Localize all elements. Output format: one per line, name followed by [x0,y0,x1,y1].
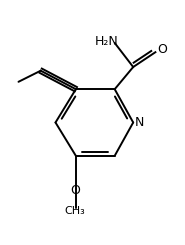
Text: N: N [135,116,144,129]
Text: O: O [157,43,167,56]
Text: H₂N: H₂N [95,35,118,48]
Text: CH₃: CH₃ [65,206,85,216]
Text: O: O [70,184,80,197]
